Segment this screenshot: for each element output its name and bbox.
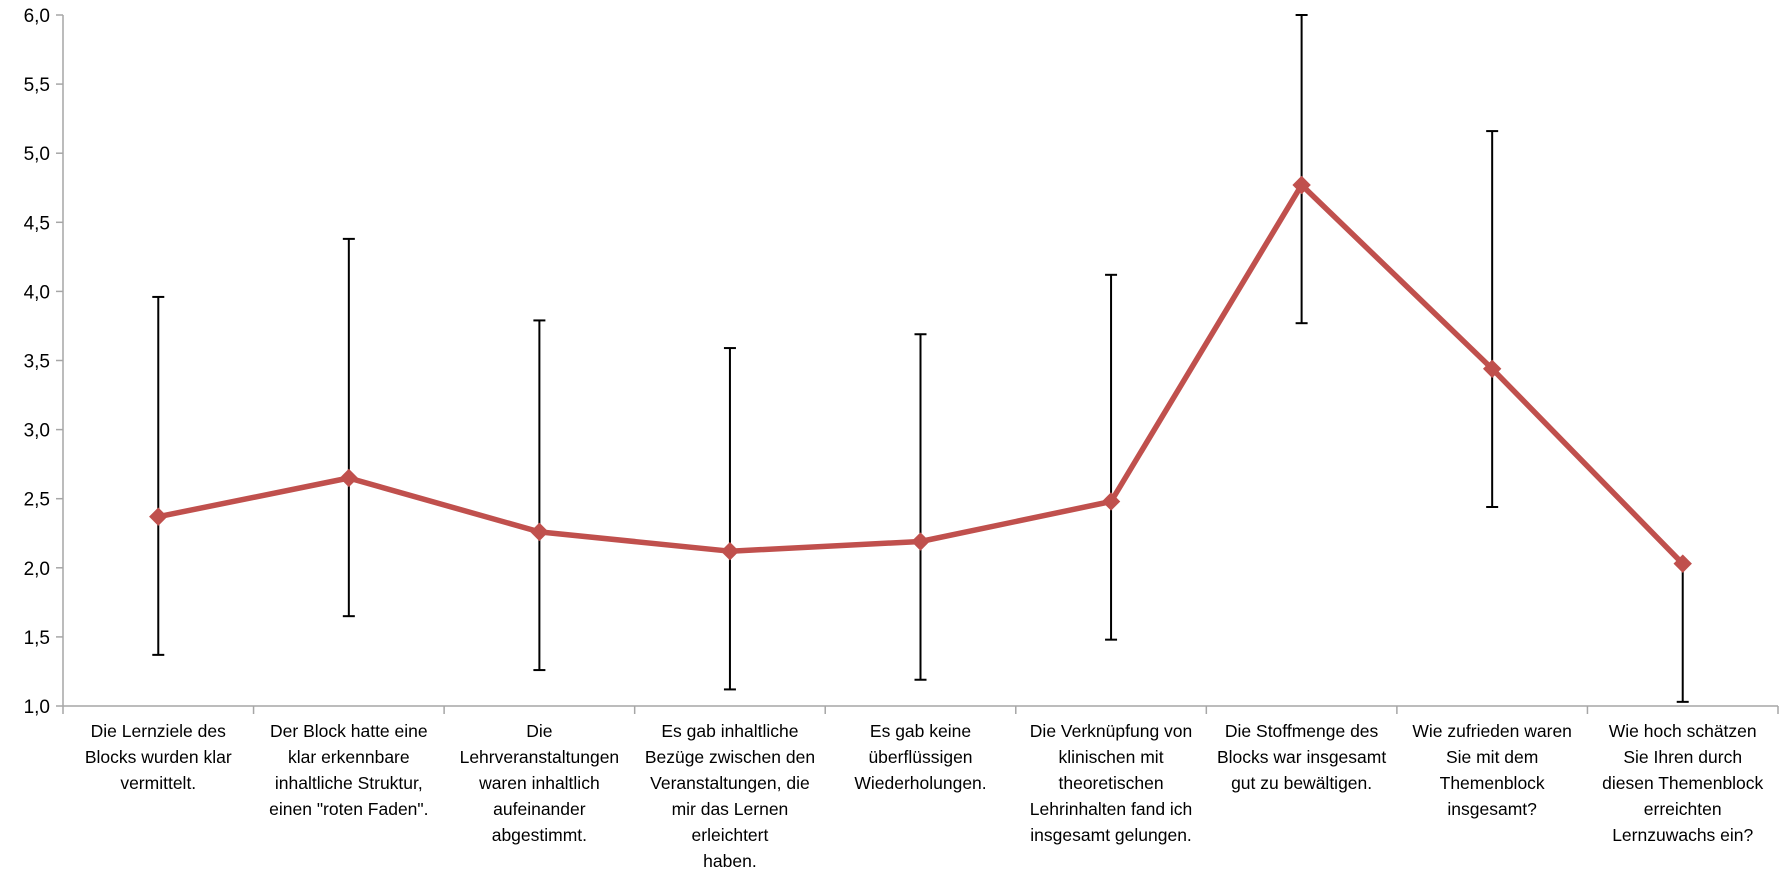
y-tick-label: 5,5 xyxy=(24,75,50,96)
data-point xyxy=(339,468,359,488)
y-tick-label: 4,0 xyxy=(24,282,50,303)
x-category-label: Die Lehrveranstaltungen waren inhaltlich… xyxy=(459,721,620,845)
y-tick-labels: 1,0 1,5 2,0 2,5 3,0 3,5 4,0 4,5 5,0 5,5 6,0 xyxy=(24,6,50,718)
data-series xyxy=(149,175,1692,573)
x-category-label: Die Stoffmenge des Blocks war insgesamt … xyxy=(1216,721,1387,793)
y-tick-label: 3,5 xyxy=(24,352,50,373)
data-point xyxy=(1101,492,1121,511)
y-tick-label: 4,5 xyxy=(24,213,50,234)
x-category-label: Es gab keine überflüssigen Wiederholunge… xyxy=(854,721,987,793)
axes xyxy=(56,14,1779,714)
y-tick-label: 2,5 xyxy=(24,490,50,511)
data-point xyxy=(1482,359,1502,378)
x-category-label: Die Verknüpfung von klinischen mit theor… xyxy=(1029,721,1193,845)
x-category-label: Die Lernziele des Blocks wurden klar ver… xyxy=(84,721,232,793)
y-tick-label: 3,0 xyxy=(24,421,50,442)
x-category-label: Der Block hatte eine klar erkennbare inh… xyxy=(269,721,429,819)
data-point xyxy=(1292,175,1311,195)
data-point xyxy=(720,542,740,561)
error-bars xyxy=(152,14,1689,703)
y-tick-label: 1,0 xyxy=(24,697,50,718)
y-tick-label: 1,5 xyxy=(24,628,50,649)
data-point xyxy=(149,507,168,526)
y-tick-label: 5,0 xyxy=(24,144,50,165)
x-category-label: Wie hoch schätzen Sie Ihren durch diesen… xyxy=(1602,721,1764,845)
x-category-label: Es gab inhaltliche Bezüge zwischen den V… xyxy=(644,721,816,871)
data-point xyxy=(911,532,930,551)
data-point xyxy=(530,522,549,542)
data-point xyxy=(1673,554,1692,573)
y-tick-label: 2,0 xyxy=(24,559,50,580)
y-tick-label: 6,0 xyxy=(24,6,50,27)
x-category-label: Wie zufrieden waren Sie mit dem Themenbl… xyxy=(1412,721,1572,819)
